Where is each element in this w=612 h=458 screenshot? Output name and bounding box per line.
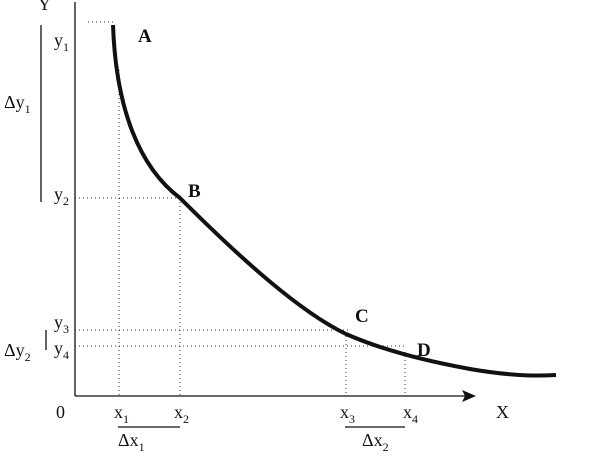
x-tick: x3: [340, 402, 355, 426]
x-tick: x4: [403, 402, 418, 426]
point-label: D: [417, 340, 431, 361]
y-tick: y4: [54, 338, 69, 362]
delta-label: Δy2: [4, 340, 31, 364]
x-tick: x1: [114, 402, 129, 426]
point-label: C: [355, 306, 369, 327]
y-tick: y3: [54, 312, 69, 336]
point-label: B: [188, 181, 201, 202]
y-tick: y1: [54, 30, 69, 54]
x-arrow: [462, 390, 476, 402]
x-tick: x2: [174, 402, 189, 426]
indifference-curve: [111, 24, 557, 378]
delta-label: Δx1: [118, 430, 145, 454]
axis-label: Y: [38, 0, 51, 14]
point-label: A: [138, 26, 152, 47]
delta-label: Δy1: [4, 92, 31, 116]
delta-label: Δx2: [362, 430, 389, 454]
axis-label: X: [496, 402, 509, 422]
y-tick: y2: [54, 184, 69, 208]
origin-label: 0: [56, 402, 65, 422]
